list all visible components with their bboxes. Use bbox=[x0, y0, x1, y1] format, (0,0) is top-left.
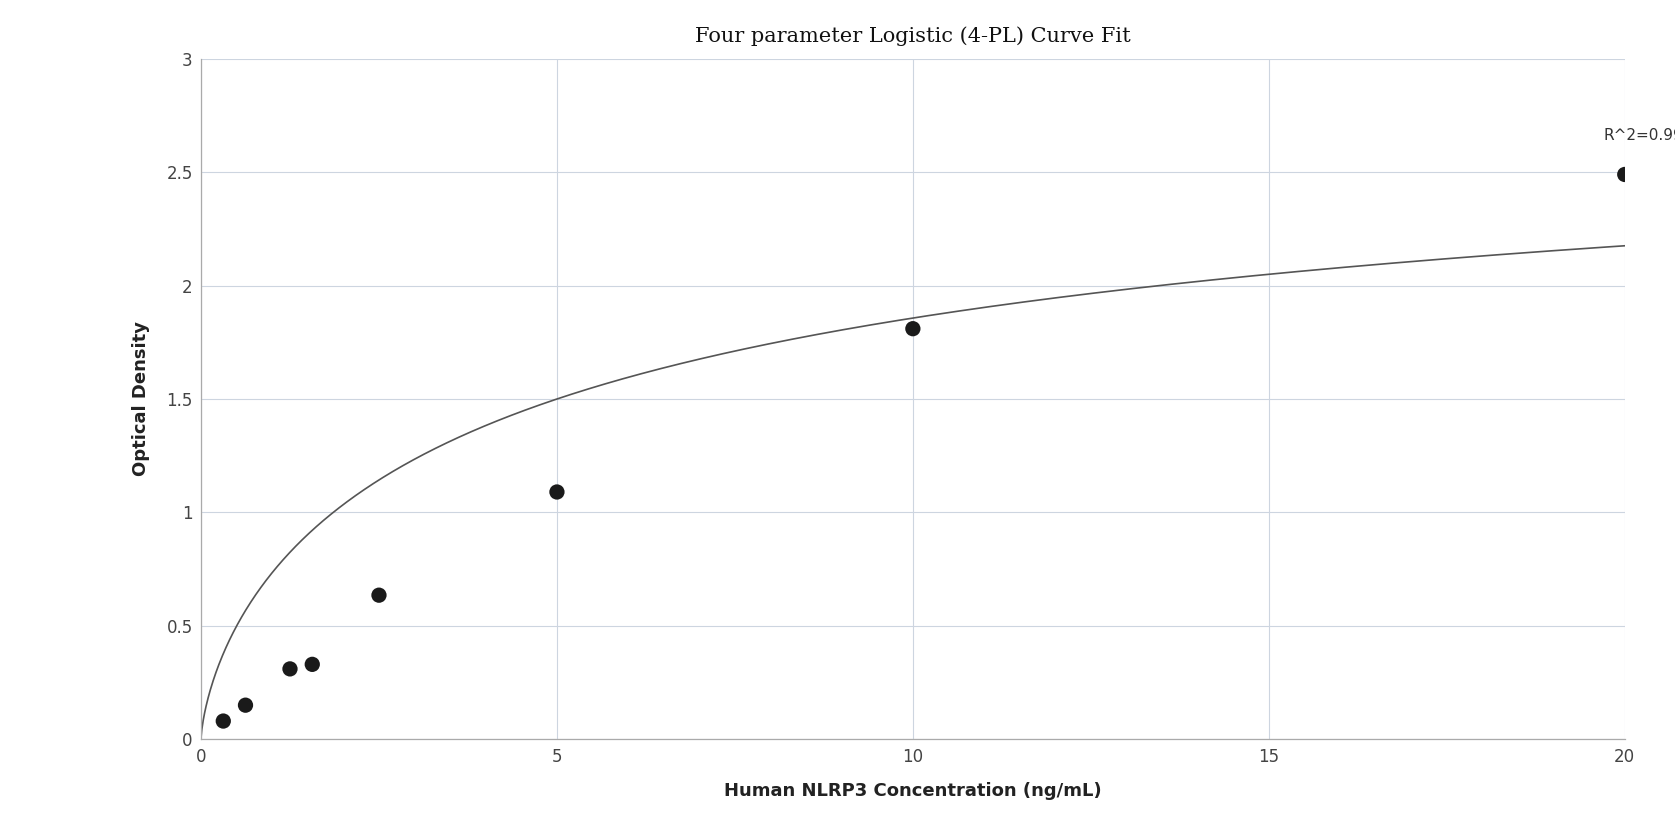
Point bbox=[365, 589, 392, 602]
Point bbox=[899, 322, 926, 335]
X-axis label: Human NLRP3 Concentration (ng/mL): Human NLRP3 Concentration (ng/mL) bbox=[724, 782, 1102, 801]
Point bbox=[276, 662, 303, 675]
Text: R^2=0.9997: R^2=0.9997 bbox=[1603, 128, 1675, 143]
Point bbox=[1611, 168, 1638, 181]
Title: Four parameter Logistic (4-PL) Curve Fit: Four parameter Logistic (4-PL) Curve Fit bbox=[695, 27, 1131, 46]
Point bbox=[209, 714, 236, 727]
Point bbox=[543, 486, 570, 499]
Point bbox=[233, 699, 260, 712]
Point bbox=[298, 658, 325, 671]
Y-axis label: Optical Density: Optical Density bbox=[132, 322, 149, 476]
